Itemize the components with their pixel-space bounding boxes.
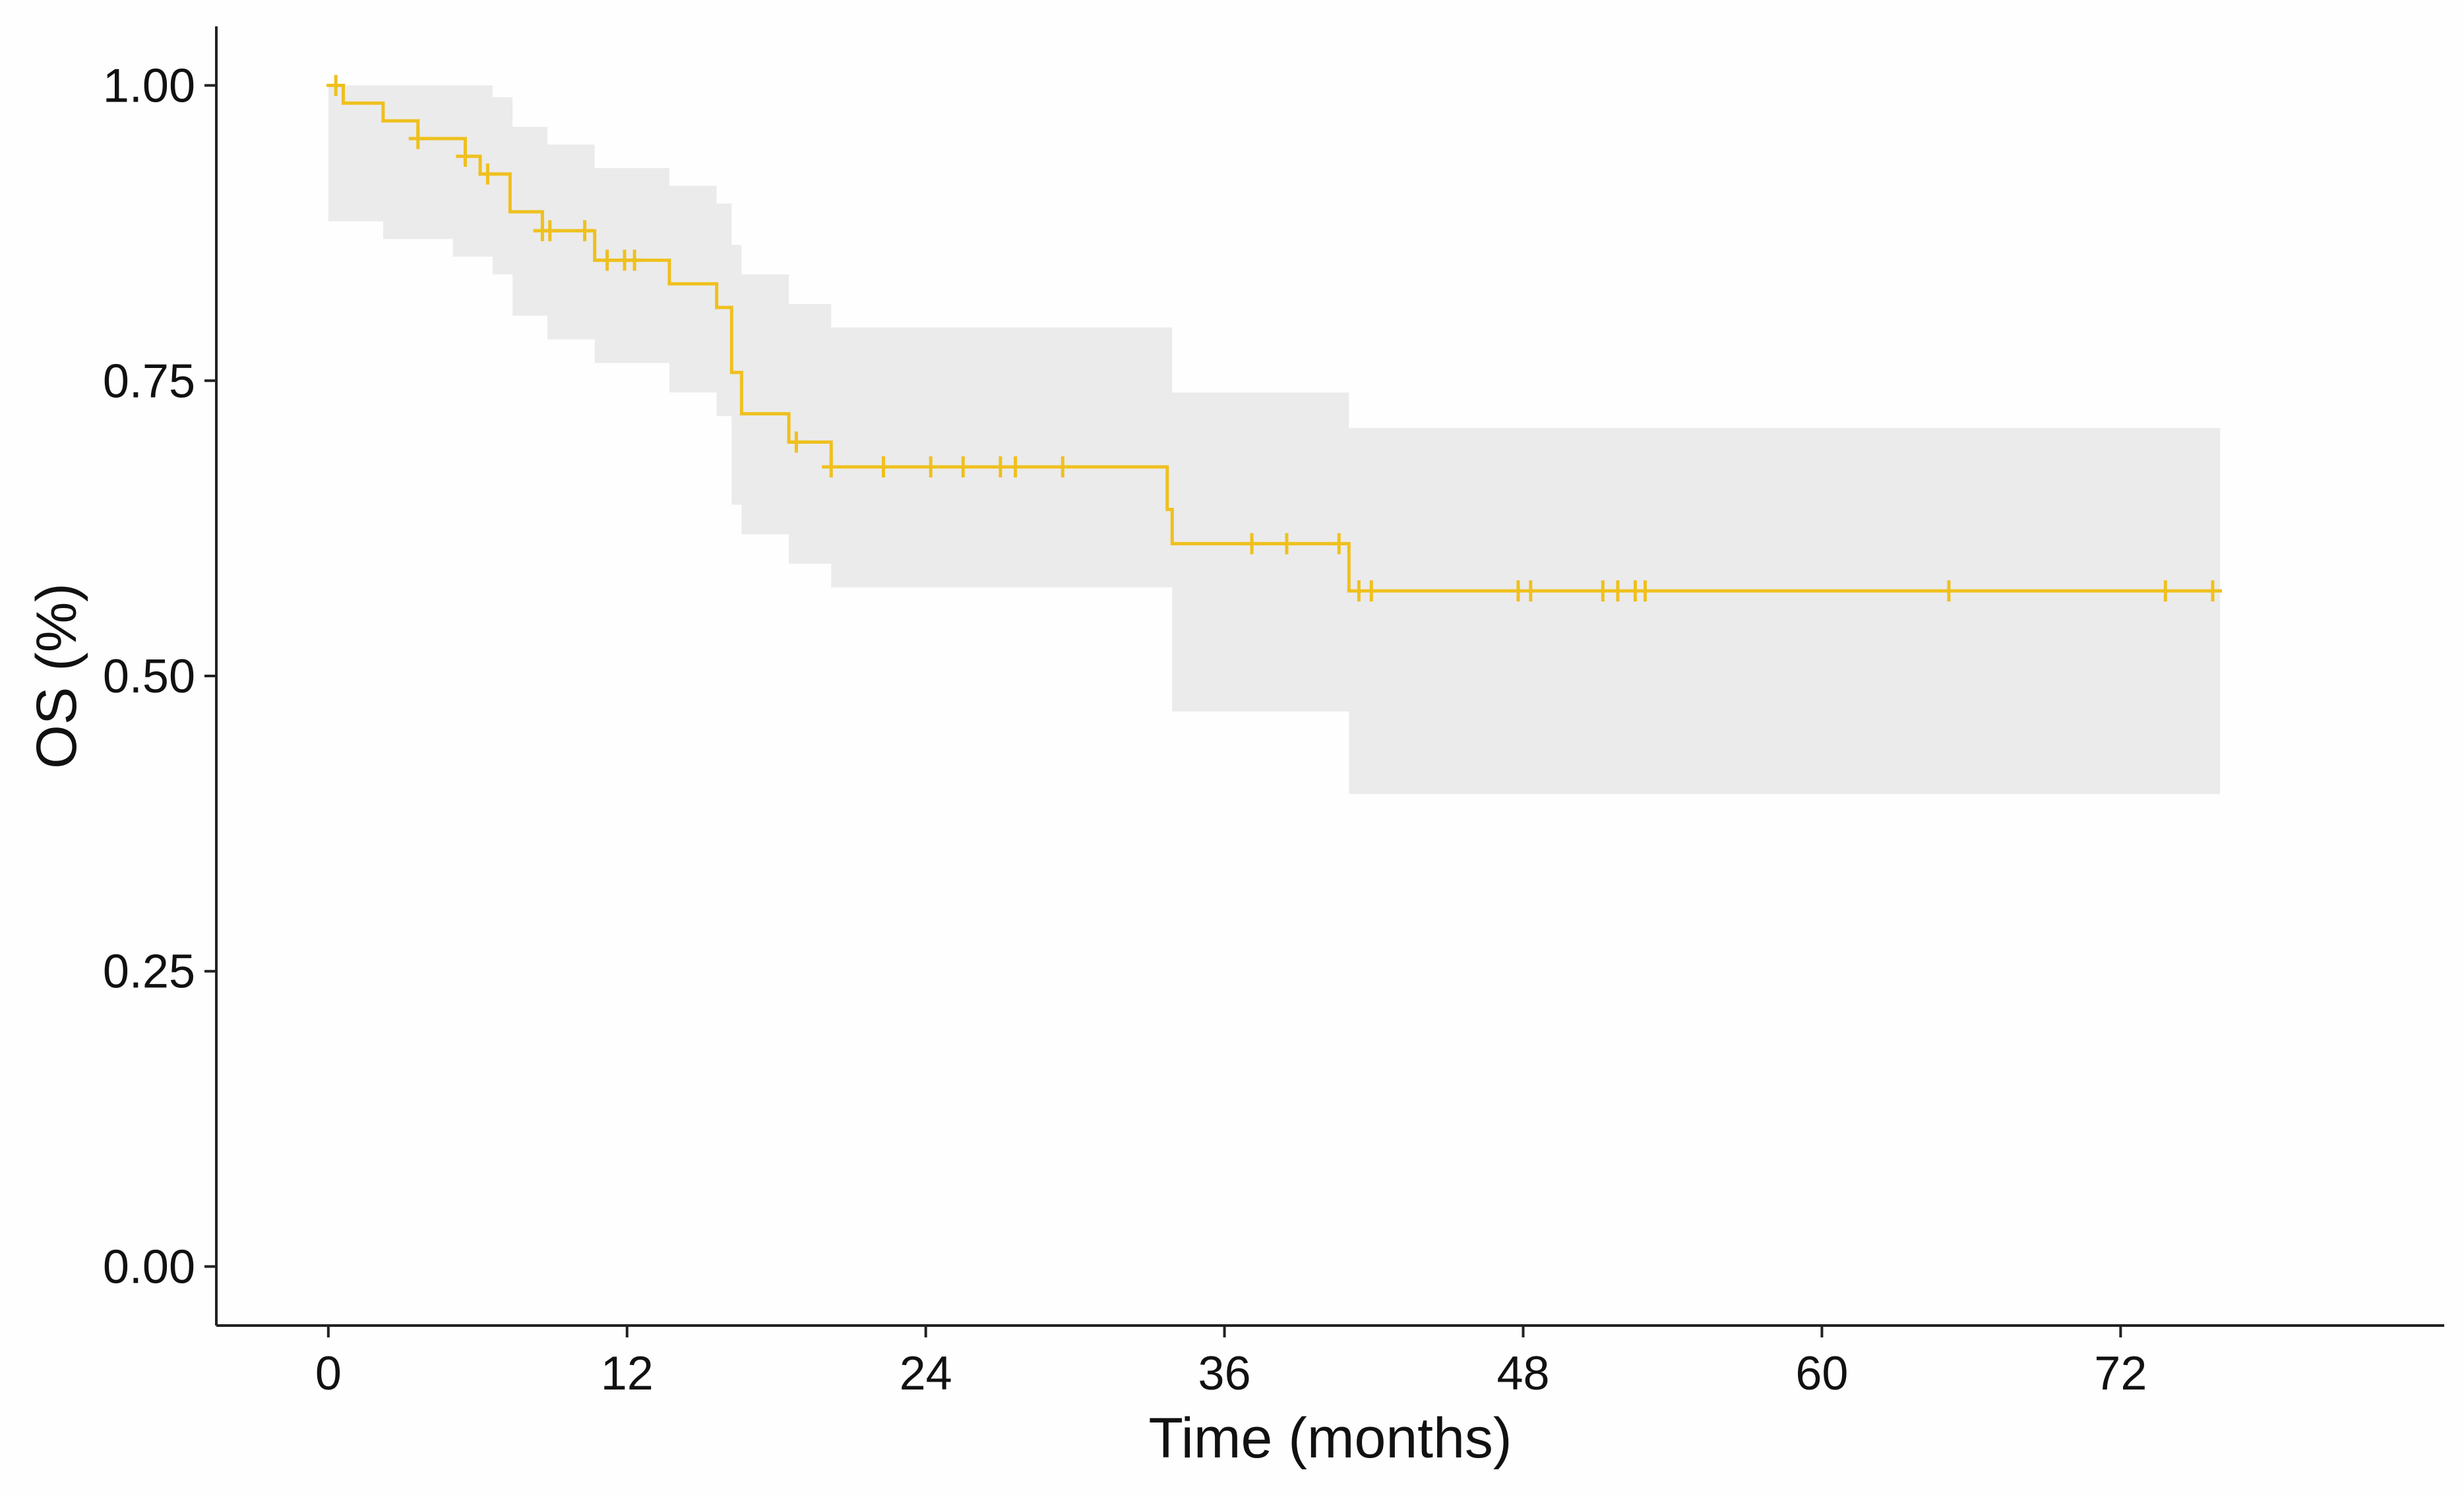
censor-mark	[326, 75, 346, 96]
censor-mark	[1608, 580, 1627, 602]
x-tick-label: 24	[900, 1347, 952, 1400]
y-tick-label: 1.00	[103, 60, 195, 113]
censor-mark	[1636, 580, 1655, 602]
x-tick-label: 72	[2094, 1347, 2147, 1400]
y-axis-title: OS (%)	[25, 583, 88, 769]
censor-mark	[1330, 533, 1349, 555]
censor-mark	[1006, 456, 1025, 478]
censor-mark	[2203, 580, 2222, 602]
censor-marks-layer	[326, 75, 2222, 602]
censor-mark	[954, 456, 973, 478]
censor-mark	[1521, 580, 1540, 602]
censor-mark	[478, 163, 497, 185]
confidence-band-layer	[328, 85, 2221, 795]
censor-mark	[787, 431, 806, 453]
y-tick-label: 0.75	[103, 355, 195, 408]
censor-mark	[625, 249, 644, 271]
censor-mark	[874, 456, 893, 478]
censor-mark	[1053, 456, 1072, 478]
x-tick-label: 0	[315, 1347, 342, 1400]
x-tick-label: 48	[1496, 1347, 1549, 1400]
censor-mark	[1939, 580, 1958, 602]
x-tick-label: 60	[1795, 1347, 1848, 1400]
x-tick-label: 36	[1198, 1347, 1251, 1400]
censor-mark	[822, 456, 841, 478]
censor-mark	[408, 128, 427, 150]
censor-mark	[921, 456, 940, 478]
censor-mark	[2156, 580, 2175, 602]
censor-mark	[1243, 533, 1262, 555]
x-axis-title: Time (months)	[1148, 1407, 1512, 1470]
censor-mark	[456, 146, 475, 167]
y-tick-label: 0.25	[103, 946, 195, 998]
censor-mark	[598, 249, 617, 271]
confidence-band	[328, 85, 2221, 795]
ticks-layer: 0 12 24 36 48 60 72 0.00 0.25 0.50 0.75 1.00	[103, 60, 2147, 1400]
censor-mark	[1362, 580, 1381, 602]
y-tick-label: 0.00	[103, 1240, 195, 1293]
censor-mark	[575, 220, 594, 241]
x-tick-label: 12	[601, 1347, 654, 1400]
y-tick-label: 0.50	[103, 650, 195, 703]
censor-mark	[1277, 533, 1296, 555]
censor-mark	[540, 220, 559, 241]
